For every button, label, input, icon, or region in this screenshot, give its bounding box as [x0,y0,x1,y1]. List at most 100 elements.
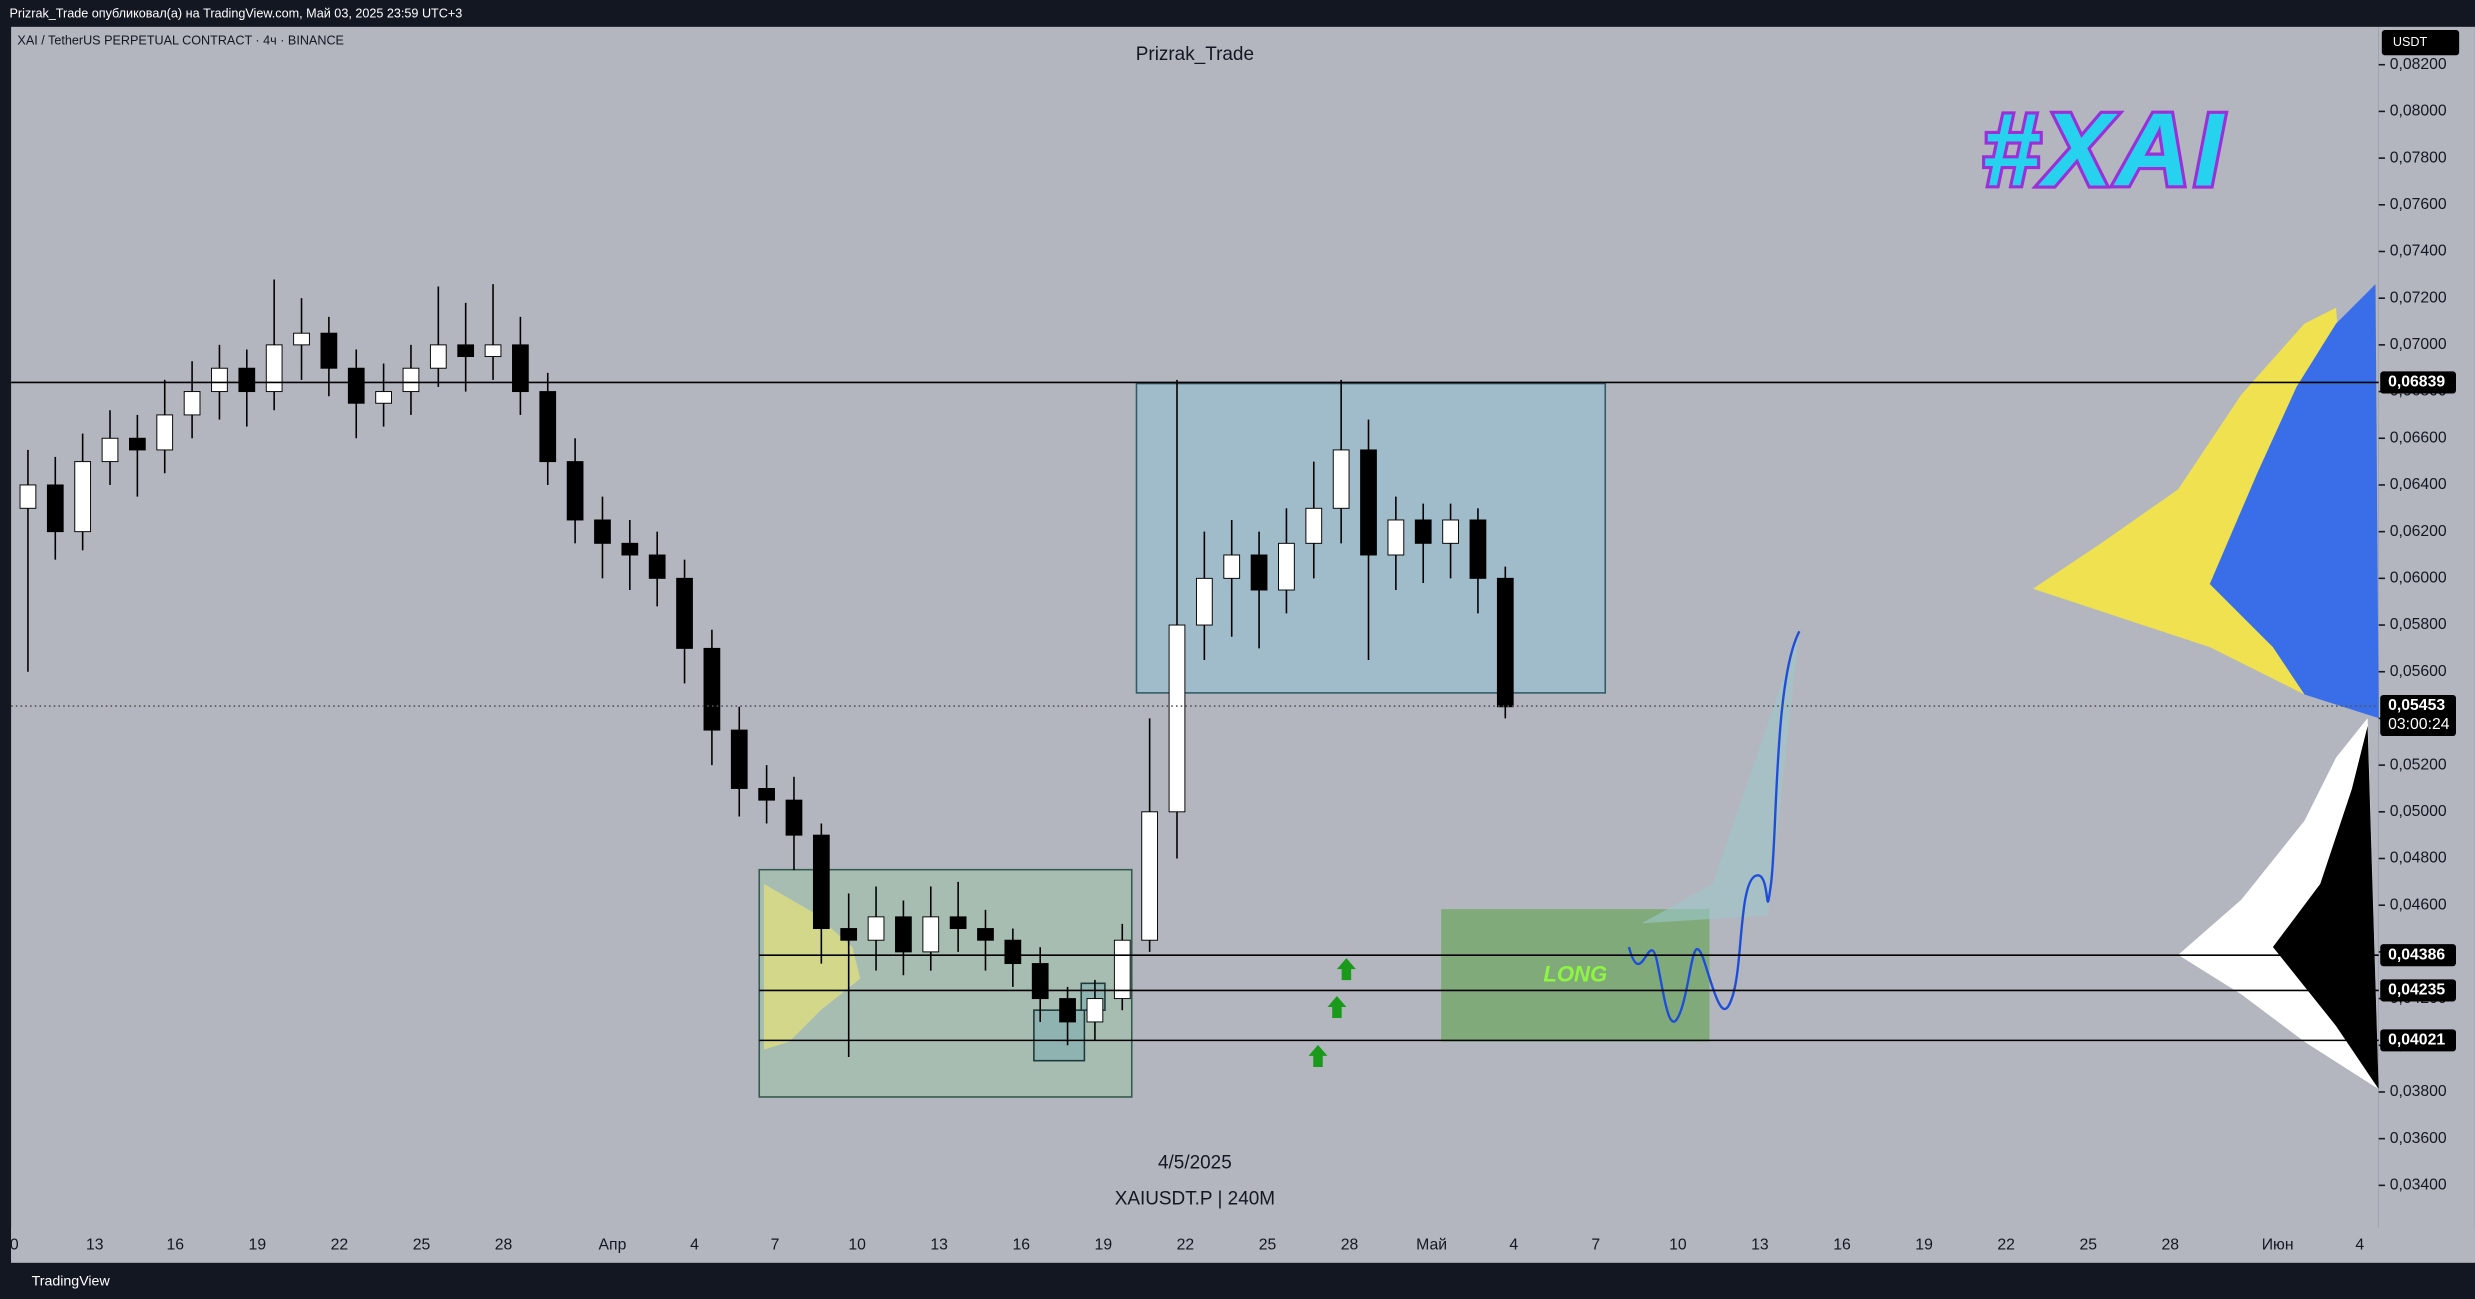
candle-body [840,928,858,941]
x-tick-label: 19 [1095,1237,1113,1254]
candle-body [977,928,994,941]
x-tick-label: 13 [1751,1237,1769,1254]
candle-body [429,344,447,369]
x-tick-label: 4 [2355,1237,2364,1254]
candle-body [1004,939,1022,965]
candle-body [1414,519,1432,544]
x-tick-label: 0 [10,1237,19,1254]
x-tick-label: 19 [1915,1237,1933,1254]
candle-body [867,916,885,941]
level-label: 0,06839 [2388,374,2445,391]
candle-body [211,367,228,393]
y-tick-label: 0,07400 [2390,243,2447,260]
price-axis [2378,26,2475,1263]
y-tick-label: 0,06200 [2390,523,2447,540]
candle-body [74,461,92,533]
candle-body [484,344,502,358]
x-tick-label: 4 [1509,1237,1518,1254]
y-tick-label: 0,06000 [2390,570,2447,587]
y-tick-label: 0,05600 [2390,663,2447,680]
x-tick-label: 25 [2079,1237,2097,1254]
target-shade [1641,631,1800,924]
candle-body [1442,519,1459,544]
date-label: 4/5/2025 [1158,1152,1232,1173]
candle-body [895,916,912,953]
candle-body [1141,811,1159,941]
x-tick-label: 28 [1341,1237,1359,1254]
candle-body [375,391,392,404]
symbol: XAI / TetherUS PERPETUAL CONTRACT · 4ч ·… [17,33,344,47]
candle-body [293,332,310,346]
candle-body [730,729,748,789]
candle-body [1250,554,1268,591]
logo: #XAI [1982,92,2226,208]
candle-body [812,834,830,930]
candle-body [703,647,721,731]
chart-title: Prizrak_Trade [1136,44,1254,65]
candle-body [1059,998,1076,1023]
candle-body [320,332,338,369]
level-tag [2380,944,2457,967]
chart-layer: 0,034000,036000,038000,040000,042000,044… [10,56,2457,1254]
candle-body [1031,963,1049,1000]
volume-profile-down [2209,284,2379,719]
candle-body [648,554,666,579]
x-tick-label: 19 [249,1237,267,1254]
candle-body [1223,554,1241,579]
y-tick-label: 0,07200 [2390,289,2447,306]
y-tick-label: 0,05000 [2390,803,2447,820]
projected-path [1627,630,1801,1023]
candle-body [1278,542,1295,591]
level-label: 0,04021 [2388,1032,2445,1049]
candle-body [46,484,64,533]
y-tick-label: 0,04600 [2390,896,2447,913]
x-tick-label: 13 [86,1237,104,1254]
small-box [1033,1009,1086,1062]
x-tick-label: 22 [1177,1237,1195,1254]
y-tick-label: 0,08200 [2390,56,2447,73]
y-tick-label: 0,04800 [2390,850,2447,867]
level-tag [2380,371,2457,394]
x-tick-label: 28 [495,1237,513,1254]
candle-body [621,542,639,556]
candle-body [183,391,201,416]
y-tick-label: 0,07800 [2390,149,2447,166]
candle-body [512,344,529,393]
x-tick-label: 28 [2162,1237,2180,1254]
candle-body [457,344,475,358]
y-tick-label: 0,05800 [2390,616,2447,633]
level-label: 0,04386 [2388,946,2445,963]
x-tick-label: Апр [599,1237,627,1254]
x-tick-label: 25 [1259,1237,1277,1254]
last-price-label: 0,05453 [2388,697,2445,714]
x-tick-label: 25 [413,1237,431,1254]
x-tick-label: Июн [2262,1237,2294,1254]
candle-body [949,916,967,930]
candle-body [1360,449,1377,556]
y-tick-label: 0,07000 [2390,336,2447,353]
annotation: LONG [1543,961,1607,986]
x-tick-label: 7 [1591,1237,1600,1254]
candle-body [566,461,584,521]
candle-body [539,391,557,463]
candle-body [922,916,940,953]
candle-body [402,367,420,393]
long-zone [1441,909,1710,1042]
candle-body [676,577,693,649]
x-tick-label: 10 [848,1237,866,1254]
x-tick-label: 10 [1669,1237,1687,1254]
y-tick-label: 0,06600 [2390,429,2447,446]
candle-body [238,367,256,393]
candle-body [1195,577,1213,626]
x-tick-label: 22 [1997,1237,2015,1254]
last-price-tag [2380,694,2457,737]
countdown: 03:00:24 [2388,716,2450,733]
level-label: 0,04235 [2388,982,2445,999]
ticker-label: XAIUSDT.P | 240M [1115,1189,1275,1210]
currency-box [2381,29,2460,56]
x-tick-label: 7 [771,1237,780,1254]
candle-body [1086,998,1104,1023]
candle-body [1387,519,1405,556]
y-tick-label: 0,07600 [2390,196,2447,213]
